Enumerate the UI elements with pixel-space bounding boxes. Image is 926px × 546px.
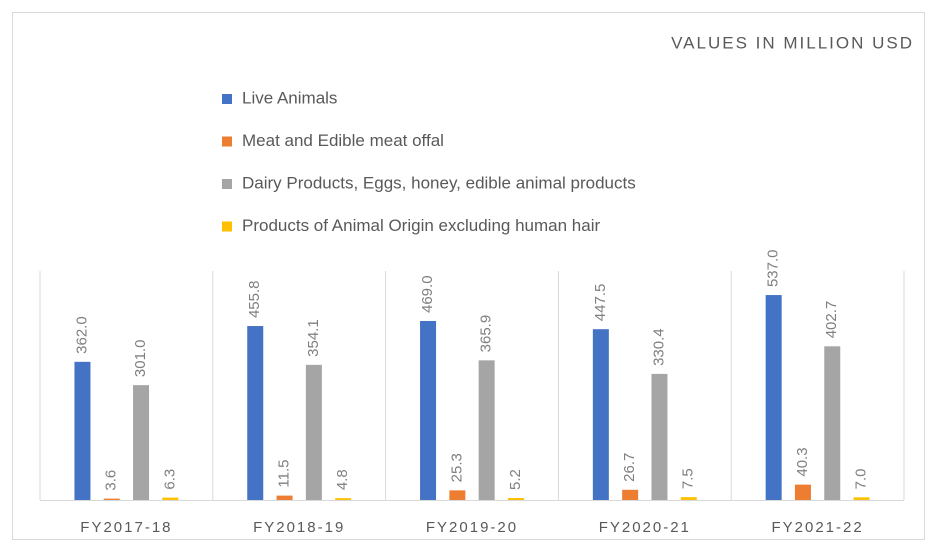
bar [305, 364, 322, 500]
data-label: 7.5 [680, 468, 697, 489]
chart-title: VALUES IN MILLION USD [671, 33, 914, 52]
data-label: 469.0 [419, 275, 436, 313]
legend-label: Live Animals [242, 88, 337, 107]
bar [276, 495, 293, 500]
bar [680, 497, 697, 500]
bar [335, 498, 352, 500]
bar [824, 346, 841, 500]
x-tick-label: FY2017-18 [80, 519, 172, 536]
bar [622, 489, 639, 500]
data-label: 3.6 [103, 470, 120, 491]
bar [651, 373, 668, 500]
data-label: 6.3 [161, 469, 178, 490]
legend-label: Products of Animal Origin excluding huma… [242, 216, 600, 235]
data-label: 354.1 [305, 319, 322, 357]
bar [507, 498, 524, 500]
legend-swatch [222, 94, 232, 104]
bar [765, 295, 782, 500]
bar [247, 326, 264, 500]
data-label: 402.7 [823, 301, 840, 339]
data-label: 5.2 [507, 469, 524, 490]
legend-label: Meat and Edible meat offal [242, 131, 444, 150]
bar [133, 385, 150, 500]
chart-border [12, 12, 925, 540]
data-label: 301.0 [132, 340, 149, 378]
data-label: 447.5 [592, 284, 609, 322]
legend-swatch [222, 221, 232, 232]
bar [103, 498, 120, 500]
bar [74, 361, 91, 500]
bar [478, 360, 495, 500]
data-label: 362.0 [73, 316, 90, 354]
data-label: 537.0 [765, 249, 782, 287]
x-tick-label: FY2019-20 [426, 519, 518, 536]
data-label: 40.3 [794, 447, 811, 476]
data-label: 365.9 [478, 315, 495, 353]
bar [592, 329, 609, 500]
data-label: 11.5 [276, 460, 293, 488]
legend-swatch [222, 136, 232, 147]
data-label: 330.4 [650, 328, 667, 366]
legend-swatch [222, 179, 232, 189]
x-tick-label: FY2021-22 [771, 519, 863, 536]
bar [794, 484, 811, 500]
bar [853, 497, 870, 500]
x-tick-label: FY2020-21 [599, 519, 691, 536]
data-label: 455.8 [246, 280, 263, 318]
legend-label: Dairy Products, Eggs, honey, edible anim… [242, 173, 636, 192]
bar [449, 490, 466, 500]
data-label: 25.3 [448, 453, 465, 482]
bar [162, 497, 179, 500]
bar [420, 320, 437, 500]
x-tick-label: FY2018-19 [253, 519, 345, 536]
data-label: 26.7 [621, 453, 638, 482]
data-label: 4.8 [334, 469, 351, 490]
data-label: 7.0 [853, 468, 870, 489]
